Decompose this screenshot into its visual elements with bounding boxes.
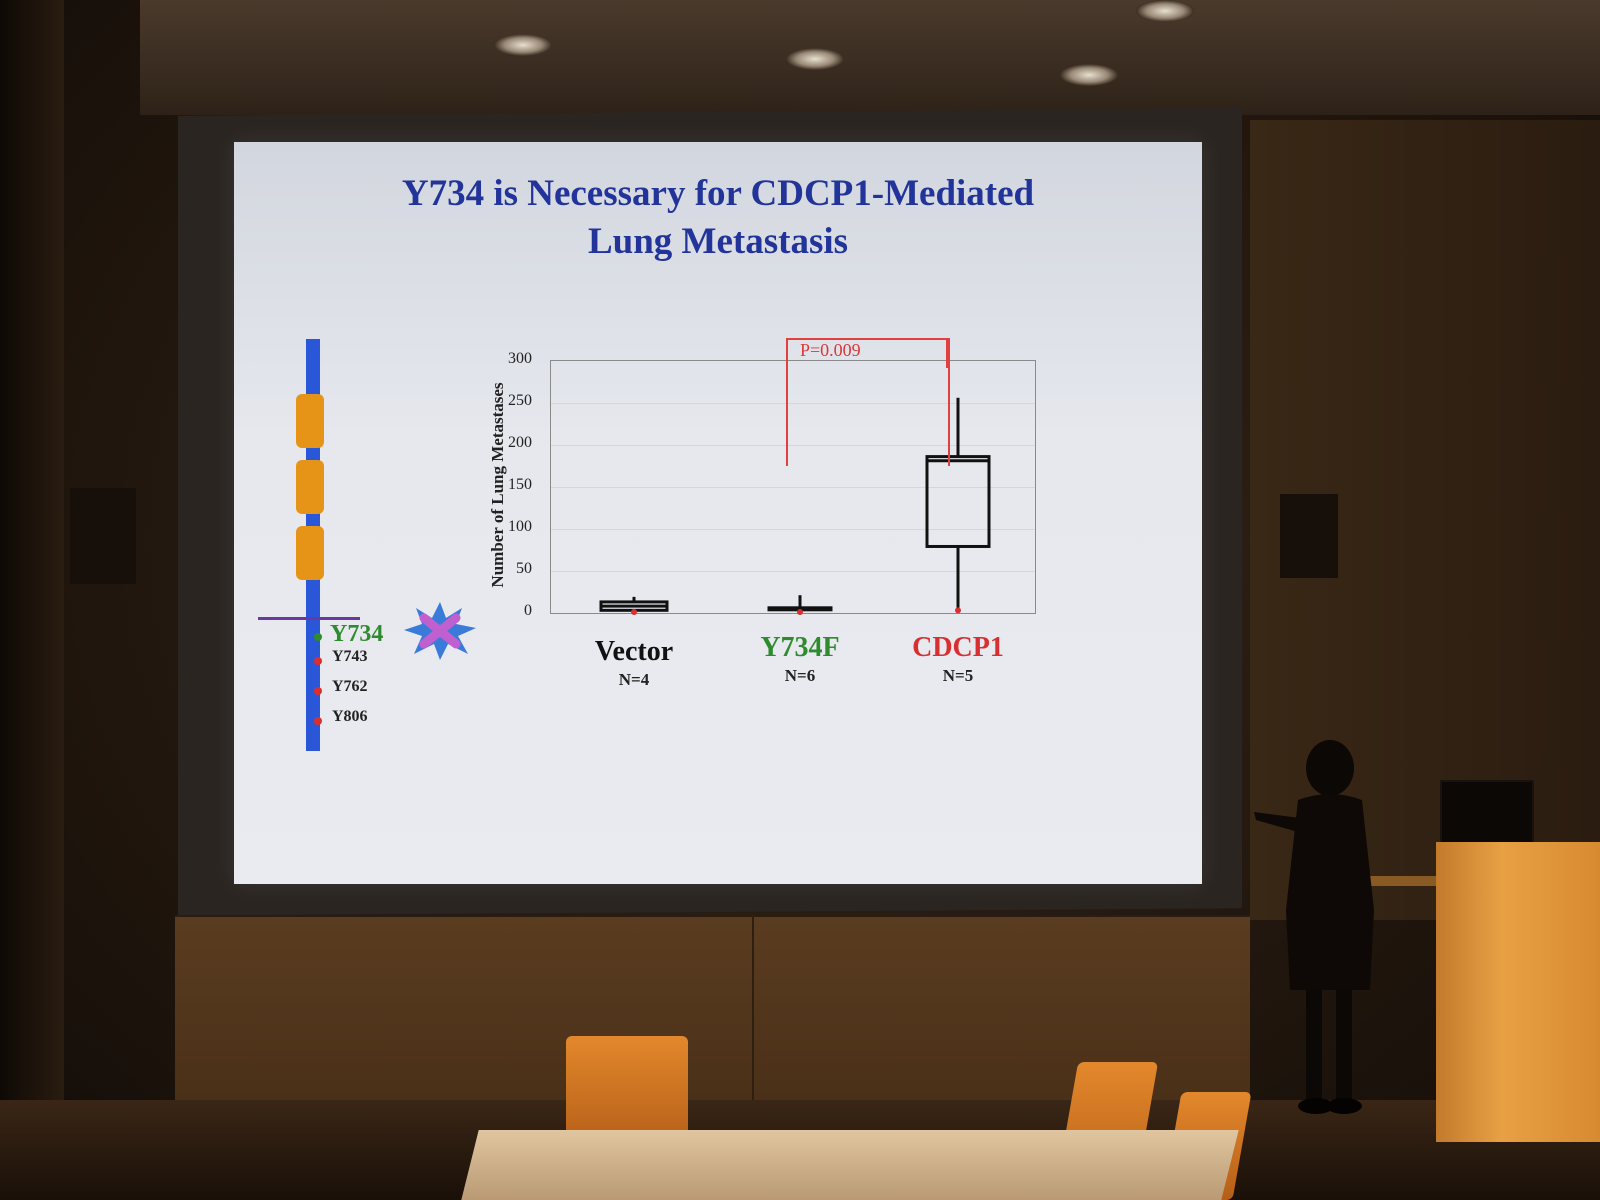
wall-speaker	[1280, 494, 1338, 578]
y-tick-label: 50	[516, 560, 532, 577]
protein-domain	[296, 526, 324, 580]
min-marker	[955, 607, 961, 614]
conference-table	[461, 1130, 1239, 1200]
y-tick-label: 0	[524, 602, 532, 619]
projected-slide: Y734 is Necessary for CDCP1-Mediated Lun…	[234, 142, 1202, 884]
grid-line	[551, 571, 1035, 572]
side-table	[1320, 876, 1440, 886]
box-vector	[599, 596, 669, 615]
min-marker	[797, 609, 803, 615]
ceiling-light	[1060, 64, 1118, 86]
grid-line	[551, 403, 1035, 404]
panel-seam	[752, 915, 754, 1100]
plot-area	[550, 360, 1036, 614]
min-marker	[631, 609, 637, 615]
site-label-y734: Y734	[330, 621, 384, 647]
phospho-site-dot	[314, 717, 322, 725]
y-tick-label: 250	[508, 392, 532, 409]
podium-monitor	[1440, 780, 1534, 844]
mutation-burst-icon	[404, 602, 476, 660]
ceiling-light	[786, 48, 844, 70]
left-pillar	[0, 0, 64, 1200]
wall-speaker	[70, 488, 136, 584]
membrane-line	[258, 617, 360, 620]
phospho-site-dot	[314, 633, 322, 641]
significance-tick	[946, 338, 950, 368]
grid-line	[551, 445, 1035, 446]
sample-size-label: N=4	[618, 670, 650, 689]
wood-wall-panel	[175, 915, 1250, 1102]
site-label-y743: Y743	[332, 648, 368, 665]
slide-title: Y734 is Necessary for CDCP1-Mediated	[401, 173, 1035, 214]
site-label-y762: Y762	[332, 678, 368, 695]
sample-size-label: N=6	[784, 666, 816, 685]
y-tick-label: 100	[508, 518, 532, 535]
y-tick-label: 300	[508, 350, 532, 367]
boxplot-svg	[599, 397, 991, 615]
y-tick-label: 150	[508, 476, 532, 493]
ceiling-light	[1136, 0, 1194, 22]
protein-domain	[296, 460, 324, 514]
category-label-vector: Vector	[594, 636, 674, 667]
phospho-site-dot	[314, 687, 322, 695]
significance-bracket	[786, 338, 950, 466]
box-iqr	[925, 455, 991, 548]
slide-title: Lung Metastasis	[587, 221, 849, 262]
category-label-y734f: Y734F	[760, 632, 840, 663]
podium	[1436, 842, 1600, 1142]
p-value-label: P=0.009	[800, 340, 861, 360]
y-tick-label: 200	[508, 434, 532, 451]
category-label-cdcp1: CDCP1	[912, 632, 1004, 663]
protein-domain	[296, 394, 324, 448]
grid-line	[551, 529, 1035, 530]
presenter-silhouette	[1254, 740, 1374, 1114]
box-cdcp1	[925, 397, 991, 614]
ceiling	[140, 0, 1600, 115]
sample-size-label: N=5	[942, 666, 974, 685]
ceiling-light	[494, 34, 552, 56]
box-y734f	[767, 595, 833, 615]
site-label-y806: Y806	[332, 708, 368, 725]
phospho-site-dot	[314, 657, 322, 665]
grid-line	[551, 487, 1035, 488]
chair	[566, 1036, 688, 1146]
